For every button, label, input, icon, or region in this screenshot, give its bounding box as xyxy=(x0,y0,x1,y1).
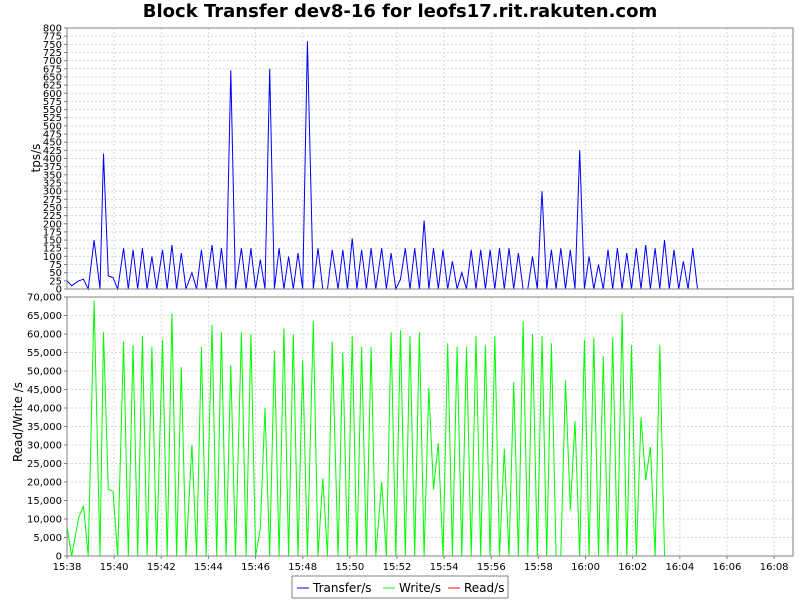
tps-y-tick-label: 150 xyxy=(43,236,62,247)
tps-y-tick-label: 425 xyxy=(43,146,62,157)
tps-y-tick-label: 75 xyxy=(49,260,62,271)
tps-y-tick-label: 200 xyxy=(43,219,62,230)
x-tick-label: 16:06 xyxy=(713,562,742,573)
read-write-y-tick-label: 40,000 xyxy=(27,404,62,415)
legend-item-transfer: Transfer/s xyxy=(312,581,372,595)
read-write-y-tick-label: 65,000 xyxy=(27,311,62,322)
tps-y-tick-label: 475 xyxy=(43,130,62,141)
x-tick-label: 15:54 xyxy=(430,562,459,573)
read-write-plot-border xyxy=(66,296,794,557)
tps-y-tick-label: 350 xyxy=(43,170,62,181)
x-tick-label: 16:02 xyxy=(618,562,647,573)
tps-y-tick-label: 800 xyxy=(43,24,62,35)
tps-y-tick-label: 525 xyxy=(43,113,62,124)
read-write-y-axis-label: Read/Write /s xyxy=(11,382,25,462)
tps-y-tick-label: 650 xyxy=(43,72,62,83)
read-write-y-tick-label: 10,000 xyxy=(27,515,62,526)
read-write-y-tick-label: 20,000 xyxy=(27,478,62,489)
read-write-y-tick-label: 50,000 xyxy=(27,367,62,378)
legend-box xyxy=(291,575,509,599)
tps-y-tick-label: 575 xyxy=(43,97,62,108)
series-write-s-line xyxy=(66,300,665,557)
x-tick-label: 16:04 xyxy=(665,562,694,573)
x-tick-label: 16:08 xyxy=(760,562,789,573)
tps-y-tick-label: 175 xyxy=(43,227,62,238)
read-write-y-tick-label: 60,000 xyxy=(27,330,62,341)
chart-title: Block Transfer dev8-16 for leofs17.rit.r… xyxy=(142,1,658,22)
read-write-y-tick-label: 15,000 xyxy=(27,496,62,507)
tps-y-tick-label: 400 xyxy=(43,154,62,165)
tps-y-tick-label: 700 xyxy=(43,56,62,67)
tps-y-tick-label: 125 xyxy=(43,244,62,255)
tps-y-tick-label: 375 xyxy=(43,162,62,173)
series-transfer-s-line xyxy=(66,41,698,291)
tps-y-tick-label: 0 xyxy=(56,285,62,296)
tps-y-tick-label: 675 xyxy=(43,64,62,75)
read-write-y-tick-label: 55,000 xyxy=(27,348,62,359)
read-write-y-tick-label: 30,000 xyxy=(27,441,62,452)
tps-y-tick-label: 600 xyxy=(43,89,62,100)
read-write-y-tick-label: 45,000 xyxy=(27,385,62,396)
x-tick-label: 15:48 xyxy=(288,562,317,573)
tps-y-tick-label: 275 xyxy=(43,195,62,206)
x-tick-label: 15:56 xyxy=(477,562,506,573)
tps-y-tick-label: 325 xyxy=(43,178,62,189)
tps-y-tick-label: 250 xyxy=(43,203,62,214)
tps-y-tick-label: 500 xyxy=(43,121,62,132)
tps-y-tick-label: 225 xyxy=(43,211,62,222)
tps-y-tick-label: 725 xyxy=(43,48,62,59)
x-tick-label: 15:52 xyxy=(383,562,412,573)
x-tick-label: 15:46 xyxy=(241,562,270,573)
legend: Transfer/s Write/s Read/s xyxy=(291,575,509,599)
x-tick-label: 15:42 xyxy=(147,562,176,573)
read-write-y-tick-label: 0 xyxy=(56,552,62,563)
tps-y-tick-label: 775 xyxy=(43,32,62,43)
tps-y-tick-label: 300 xyxy=(43,187,62,198)
read-write-y-tick-label: 70,000 xyxy=(27,293,62,304)
legend-item-read: Read/s xyxy=(464,581,504,595)
tps-y-tick-label: 625 xyxy=(43,81,62,92)
read-write-y-tick-label: 5,000 xyxy=(33,533,62,544)
tps-y-tick-label: 100 xyxy=(43,252,62,263)
tps-y-tick-label: 450 xyxy=(43,138,62,149)
x-tick-label: 15:58 xyxy=(524,562,553,573)
tps-y-tick-label: 50 xyxy=(49,268,62,279)
tps-y-tick-label: 550 xyxy=(43,105,62,116)
tps-plot-border xyxy=(66,27,794,290)
x-tick-label: 15:38 xyxy=(53,562,82,573)
read-write-y-tick-label: 25,000 xyxy=(27,459,62,470)
x-tick-label: 15:50 xyxy=(335,562,364,573)
tps-y-axis-label: tps/s xyxy=(29,144,43,173)
read-write-y-tick-label: 35,000 xyxy=(27,422,62,433)
read-write-panel: Read/Write /s 0 5,000 10,000 15,000 20,000 25… xyxy=(11,293,794,563)
x-axis: 15:38 15:40 15:42 15:44 15:46 15:48 15:50 15:52… xyxy=(53,556,789,573)
tps-y-tick-label: 25 xyxy=(49,276,62,287)
x-tick-label: 15:40 xyxy=(100,562,129,573)
legend-item-write: Write/s xyxy=(399,581,441,595)
tps-panel: tps/s 0255075100125150175200225250275300… xyxy=(29,24,794,296)
x-tick-label: 16:00 xyxy=(571,562,600,573)
x-tick-label: 15:44 xyxy=(194,562,223,573)
tps-y-tick-label: 750 xyxy=(43,40,62,51)
